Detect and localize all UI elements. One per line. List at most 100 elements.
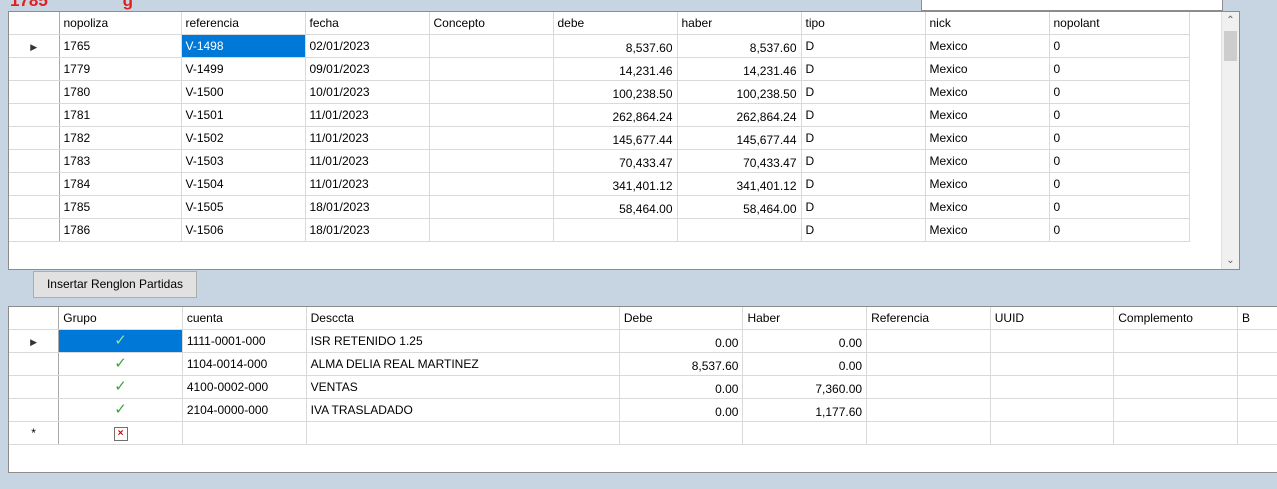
cell-referencia[interactable]: V-1505: [181, 195, 306, 219]
row-header[interactable]: [9, 352, 60, 376]
cell-tipo[interactable]: D: [801, 195, 926, 219]
cell-tipo[interactable]: D: [801, 149, 926, 173]
cell-complemento[interactable]: [1113, 421, 1239, 445]
cell-nopoliza[interactable]: 1782: [59, 126, 182, 150]
cell-referencia[interactable]: [866, 398, 991, 422]
cell-debe[interactable]: 58,464.00: [553, 195, 678, 219]
cell-nick[interactable]: Mexico: [925, 57, 1050, 81]
cell-cuenta[interactable]: 1104-0014-000: [182, 352, 307, 376]
cell-debe[interactable]: 8,537.60: [619, 352, 744, 376]
row-header[interactable]: [9, 149, 60, 173]
cell-debe[interactable]: 341,401.12: [553, 172, 678, 196]
cell-desccta[interactable]: ISR RETENIDO 1.25: [306, 329, 620, 353]
row-header[interactable]: [9, 398, 60, 422]
cell-referencia[interactable]: [866, 375, 991, 399]
cell-fecha[interactable]: 02/01/2023: [305, 34, 430, 58]
cell-debe[interactable]: 0.00: [619, 329, 744, 353]
row-header[interactable]: [9, 103, 60, 127]
cell-haber[interactable]: 100,238.50: [677, 80, 802, 104]
cell-desccta[interactable]: VENTAS: [306, 375, 620, 399]
cell-nopolant[interactable]: 0: [1049, 218, 1190, 242]
cell-referencia[interactable]: V-1499: [181, 57, 306, 81]
cell-concepto[interactable]: [429, 103, 554, 127]
cell-nick[interactable]: Mexico: [925, 195, 1050, 219]
poliza-row[interactable]: 1782 V-1502 11/01/2023 145,677.44 145,67…: [9, 126, 1190, 150]
cell-referencia[interactable]: V-1500: [181, 80, 306, 104]
cell-grupo[interactable]: ✓: [58, 375, 183, 399]
row-header[interactable]: [9, 80, 60, 104]
col-header-debe[interactable]: Debe: [619, 307, 744, 330]
cell-nick[interactable]: Mexico: [925, 34, 1050, 58]
col-header-referencia[interactable]: referencia: [181, 12, 306, 35]
col-header-desccta[interactable]: Desccta: [306, 307, 620, 330]
cell-fecha[interactable]: 11/01/2023: [305, 149, 430, 173]
cell-complemento[interactable]: [1113, 375, 1239, 399]
poliza-row[interactable]: 1779 V-1499 09/01/2023 14,231.46 14,231.…: [9, 57, 1190, 81]
cell-debe[interactable]: 70,433.47: [553, 149, 678, 173]
cell-nopolant[interactable]: 0: [1049, 149, 1190, 173]
col-header-nick[interactable]: nick: [925, 12, 1050, 35]
cell-concepto[interactable]: [429, 149, 554, 173]
cell-debe[interactable]: 145,677.44: [553, 126, 678, 150]
cell-uuid[interactable]: [990, 352, 1115, 376]
row-header[interactable]: [9, 57, 60, 81]
col-header-b[interactable]: B: [1237, 307, 1277, 330]
cell-nopolant[interactable]: 0: [1049, 103, 1190, 127]
cell-referencia[interactable]: V-1504: [181, 172, 306, 196]
cell-referencia[interactable]: V-1502: [181, 126, 306, 150]
cell-tipo[interactable]: D: [801, 34, 926, 58]
cell-concepto[interactable]: [429, 126, 554, 150]
cell-grupo[interactable]: ×: [58, 421, 183, 445]
cell-nopoliza[interactable]: 1786: [59, 218, 182, 242]
poliza-row[interactable]: ▶ 1765 V-1498 02/01/2023 8,537.60 8,537.…: [9, 34, 1190, 58]
cell-haber[interactable]: 14,231.46: [677, 57, 802, 81]
cell-uuid[interactable]: [990, 398, 1115, 422]
partida-row[interactable]: ✓ 1104-0014-000 ALMA DELIA REAL MARTINEZ…: [9, 352, 1277, 376]
cell-nopolant[interactable]: 0: [1049, 34, 1190, 58]
cell-referencia[interactable]: V-1498: [181, 34, 306, 58]
cell-debe[interactable]: 14,231.46: [553, 57, 678, 81]
cell-haber[interactable]: 262,864.24: [677, 103, 802, 127]
cell-grupo[interactable]: ✓: [58, 352, 183, 376]
cell-nick[interactable]: Mexico: [925, 149, 1050, 173]
cell-desccta[interactable]: ALMA DELIA REAL MARTINEZ: [306, 352, 620, 376]
cell-nopolant[interactable]: 0: [1049, 126, 1190, 150]
row-header[interactable]: [9, 218, 60, 242]
poliza-row-partial[interactable]: 1786 V-1506 18/01/2023 D Mexico 0: [9, 218, 1190, 242]
cell-grupo[interactable]: ✓: [58, 329, 183, 353]
cell-fecha[interactable]: 10/01/2023: [305, 80, 430, 104]
cell-nopolant[interactable]: 0: [1049, 195, 1190, 219]
cell-concepto[interactable]: [429, 57, 554, 81]
col-header-nopoliza[interactable]: nopoliza: [59, 12, 182, 35]
cell-nick[interactable]: Mexico: [925, 80, 1050, 104]
cell-complemento[interactable]: [1113, 398, 1239, 422]
cell-b[interactable]: [1237, 398, 1277, 422]
cell-tipo[interactable]: D: [801, 103, 926, 127]
cell-b[interactable]: [1237, 421, 1277, 445]
cell-cuenta[interactable]: [182, 421, 307, 445]
poliza-row[interactable]: 1780 V-1500 10/01/2023 100,238.50 100,23…: [9, 80, 1190, 104]
cell-haber[interactable]: [742, 421, 868, 445]
insertar-renglon-partidas-button[interactable]: Insertar Renglon Partidas: [33, 271, 197, 298]
col-header-referencia[interactable]: Referencia: [866, 307, 991, 330]
cell-referencia[interactable]: V-1501: [181, 103, 306, 127]
cell-nopoliza[interactable]: 1765: [59, 34, 182, 58]
cell-nick[interactable]: Mexico: [925, 218, 1050, 242]
cell-debe[interactable]: [619, 421, 744, 445]
cell-concepto[interactable]: [429, 195, 554, 219]
row-header[interactable]: ▶: [9, 329, 60, 353]
cell-fecha[interactable]: 11/01/2023: [305, 126, 430, 150]
cell-b[interactable]: [1237, 352, 1277, 376]
cell-haber[interactable]: 70,433.47: [677, 149, 802, 173]
cell-referencia[interactable]: [866, 421, 991, 445]
cell-debe[interactable]: 0.00: [619, 375, 744, 399]
cell-nopoliza[interactable]: 1780: [59, 80, 182, 104]
cell-tipo[interactable]: D: [801, 126, 926, 150]
cell-nopolant[interactable]: 0: [1049, 57, 1190, 81]
cell-cuenta[interactable]: 1111-0001-000: [182, 329, 307, 353]
cell-nick[interactable]: Mexico: [925, 126, 1050, 150]
cell-fecha[interactable]: 11/01/2023: [305, 172, 430, 196]
partida-row[interactable]: ✓ 2104-0000-000 IVA TRASLADADO 0.00 1,17…: [9, 398, 1277, 422]
cell-haber[interactable]: 145,677.44: [677, 126, 802, 150]
scroll-up-arrow-icon[interactable]: ⌃: [1226, 15, 1235, 26]
